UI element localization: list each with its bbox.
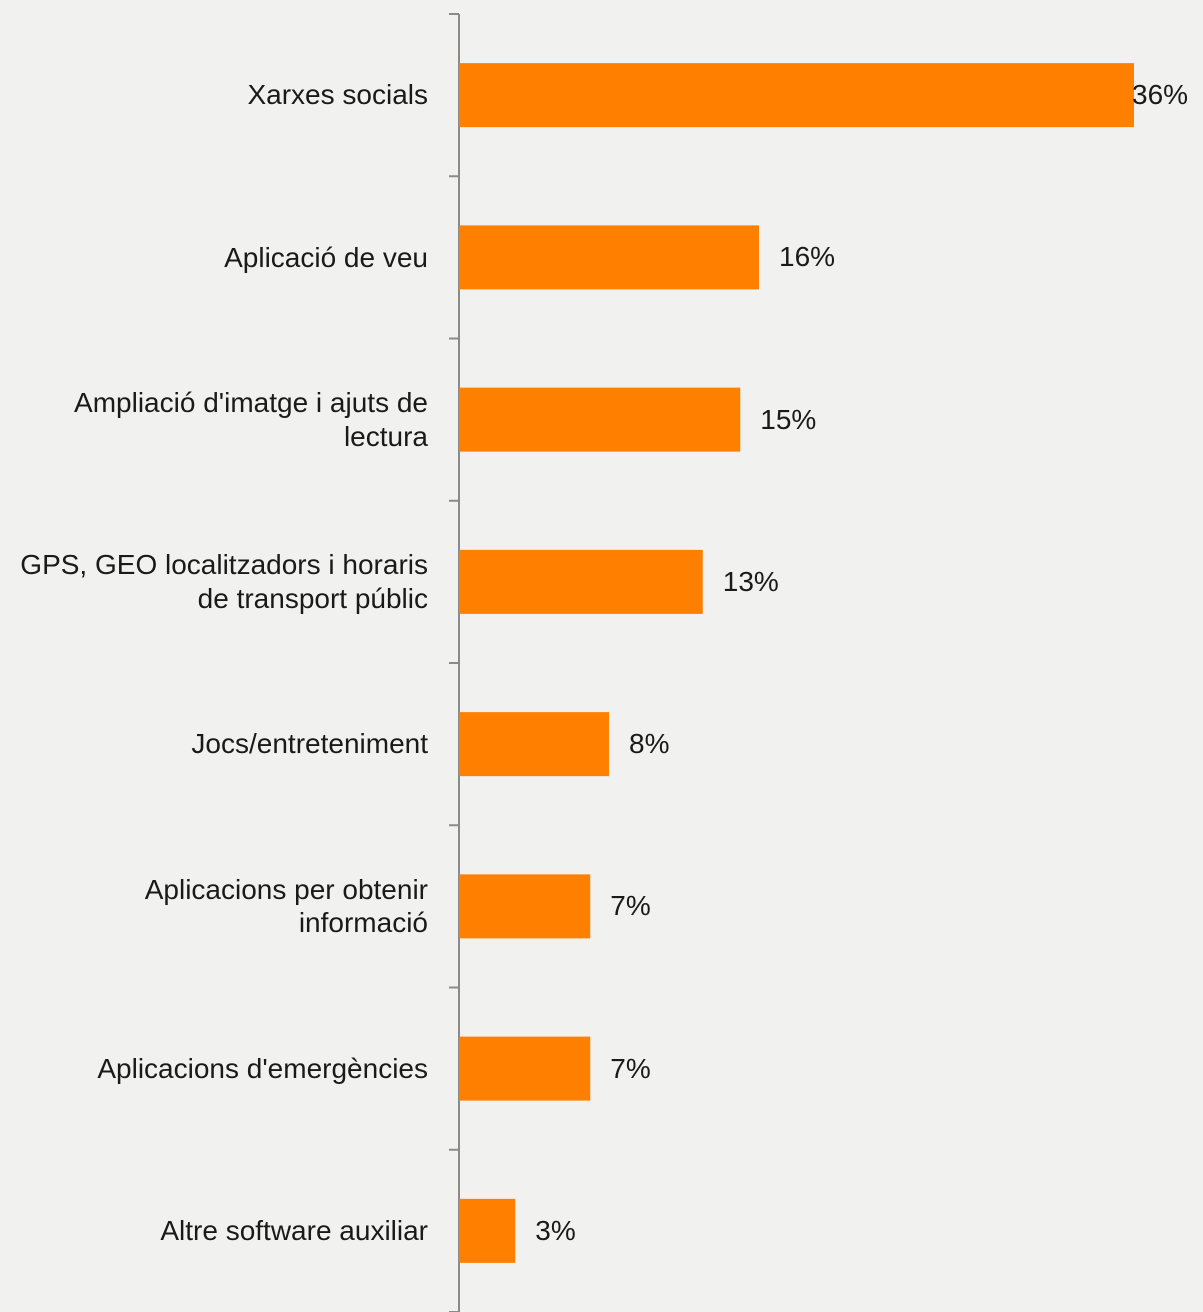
value-label: 3% xyxy=(535,1215,575,1247)
bar xyxy=(459,387,741,452)
category-label: GPS, GEO localitzadors i horaris de tran… xyxy=(0,501,428,663)
bar xyxy=(459,1036,591,1101)
category-label-text: Jocs/entreteniment xyxy=(191,728,428,760)
value-label-text: 16% xyxy=(779,241,836,273)
bar xyxy=(459,712,609,777)
category-label-text: Ampliació d'imatge i ajuts de lectura xyxy=(74,387,428,452)
category-label-text: Aplicacions d'emergències xyxy=(97,1052,428,1084)
value-label: 8% xyxy=(629,728,669,760)
value-label: 13% xyxy=(723,566,779,598)
value-label-text: 7% xyxy=(610,1052,651,1084)
value-label-text: 7% xyxy=(610,890,651,922)
category-label: Xarxes socials xyxy=(0,14,428,176)
bar xyxy=(459,549,703,614)
value-label: 15% xyxy=(760,404,816,436)
category-label-text: Altre software auxiliar xyxy=(160,1215,428,1247)
value-label-text: 36% xyxy=(1132,79,1189,111)
value-label-text: 8% xyxy=(629,728,670,760)
value-label: 36% xyxy=(1132,79,1188,111)
bar xyxy=(459,874,591,939)
value-label-text: 15% xyxy=(760,403,817,435)
bar xyxy=(459,1198,516,1263)
category-label: Aplicacions d'emergències xyxy=(0,988,428,1150)
category-label: Aplicacions per obtenir informació xyxy=(0,825,428,987)
bar xyxy=(459,225,759,290)
category-label: Altre software auxiliar xyxy=(0,1150,428,1312)
bar xyxy=(459,63,1134,128)
category-label: Jocs/entreteniment xyxy=(0,663,428,825)
category-label-text: Aplicacions per obtenir informació xyxy=(144,873,428,939)
value-label-text: 13% xyxy=(722,565,779,597)
value-label-text: 3% xyxy=(535,1214,576,1246)
category-label-text: Xarxes socials xyxy=(247,79,428,111)
category-label: Aplicació de veu xyxy=(0,176,428,338)
value-label: 16% xyxy=(779,241,835,273)
value-label: 7% xyxy=(610,1053,650,1085)
category-label: Ampliació d'imatge i ajuts de lectura xyxy=(0,339,428,501)
category-label-text: GPS, GEO localitzadors i horaris de tran… xyxy=(20,549,428,614)
category-label-text: Aplicació de veu xyxy=(224,241,428,273)
value-label: 7% xyxy=(610,890,650,922)
